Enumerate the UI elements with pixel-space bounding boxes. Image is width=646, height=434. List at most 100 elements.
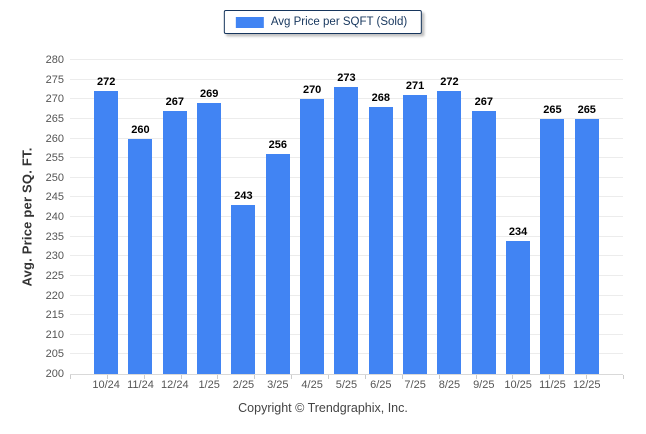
y-tick-label: 200 xyxy=(45,368,64,380)
x-axis-tick xyxy=(70,375,71,379)
y-tick-label: 270 xyxy=(45,93,64,106)
bar-value-label: 256 xyxy=(268,139,287,152)
y-tick-label: 275 xyxy=(45,73,64,86)
bar-cell: 268 xyxy=(364,60,398,374)
bar-value-label: 265 xyxy=(543,103,562,116)
legend-label: Avg Price per SQFT (Sold) xyxy=(270,16,408,28)
x-axis-tick xyxy=(623,375,624,379)
y-tick-label: 245 xyxy=(45,191,64,204)
bar-value-label: 267 xyxy=(474,96,493,109)
y-tick-label: 230 xyxy=(45,250,64,263)
bar xyxy=(128,138,153,374)
bar-value-label: 243 xyxy=(234,190,253,203)
x-tick-label: 5/25 xyxy=(335,379,358,391)
bar-cell: 272 xyxy=(432,60,466,374)
y-axis-title: Avg. Price per SQ. FT. xyxy=(19,147,35,287)
chart-legend: Avg Price per SQFT (Sold) xyxy=(223,10,423,34)
bar-value-label: 272 xyxy=(96,76,116,89)
bar-cell: 267 xyxy=(467,60,501,374)
x-axis-tick xyxy=(475,375,477,379)
bar-value-label: 265 xyxy=(577,103,596,116)
bar-value-label: 268 xyxy=(371,92,390,105)
x-tick-label: 4/25 xyxy=(301,379,323,391)
x-tick-label: 8/25 xyxy=(438,379,461,391)
bar-value-label: 273 xyxy=(337,72,356,85)
bar xyxy=(471,111,496,374)
x-tick-label: 10/25 xyxy=(504,379,532,391)
y-axis-ticks: 200 205 210 215 220 225 230 235 240 245 250 255 260 2… xyxy=(34,54,64,380)
bar xyxy=(300,99,325,374)
y-tick-label: 240 xyxy=(45,211,64,223)
bar-cell: 272 xyxy=(89,60,123,374)
x-tick-label: 11/25 xyxy=(539,379,566,391)
x-axis-tick xyxy=(254,375,256,379)
copyright-footer: Copyright © Trendgraphix, Inc. xyxy=(238,401,408,415)
x-axis-tick xyxy=(549,375,551,379)
x-tick-label: 1/25 xyxy=(198,379,220,391)
bar xyxy=(94,91,119,374)
y-tick-label: 205 xyxy=(45,348,64,361)
x-tick-label: 12/24 xyxy=(161,379,189,391)
y-tick-label: 220 xyxy=(45,289,64,302)
x-axis-tick xyxy=(586,375,588,379)
x-axis-tick xyxy=(217,375,219,379)
bar-cell: 273 xyxy=(329,60,363,374)
bar xyxy=(265,154,290,374)
bar xyxy=(540,118,565,374)
bar-value-label: 260 xyxy=(131,123,150,136)
bar xyxy=(162,111,187,374)
bar xyxy=(231,205,256,374)
y-tick-label: 280 xyxy=(45,54,64,66)
x-tick-label: 11/24 xyxy=(127,379,154,391)
bar-cell: 243 xyxy=(226,60,260,374)
y-tick-label: 265 xyxy=(45,112,64,125)
x-tick-label: 9/25 xyxy=(473,379,495,391)
gridline xyxy=(70,59,623,60)
bar-cell: 270 xyxy=(295,60,329,374)
x-tick-label: 12/25 xyxy=(572,379,601,391)
gridline xyxy=(70,78,623,80)
bar-value-label: 267 xyxy=(165,96,184,109)
bar-value-label: 272 xyxy=(440,76,459,89)
bar xyxy=(334,87,359,374)
bar-cell: 234 xyxy=(501,60,535,374)
bar-cell: 265 xyxy=(570,60,604,374)
x-axis-labels: 10/24 11/24 12/24 1/25 2/25 3/25 4/25 5/25 6/25 7… xyxy=(70,379,623,391)
x-axis-tick xyxy=(106,375,108,379)
bar-cell: 269 xyxy=(192,60,226,374)
x-axis-tick xyxy=(180,375,182,379)
bar-cell: 256 xyxy=(261,60,295,374)
bar-value-label: 270 xyxy=(302,84,322,97)
bar-cell: 265 xyxy=(535,60,569,374)
plot-area: 272 260 267 269 243 256 270 273 268 271 272 267 234 2… xyxy=(70,59,624,379)
bars-row: 272 260 267 269 243 256 270 273 268 271 272 267 234 2… xyxy=(70,60,623,374)
x-axis-tick xyxy=(364,375,366,379)
x-axis-tick xyxy=(143,375,145,379)
bar-cell: 267 xyxy=(158,60,192,374)
bar xyxy=(574,118,599,374)
y-tick-label: 225 xyxy=(45,269,64,282)
bar xyxy=(368,107,393,374)
y-tick-label: 260 xyxy=(45,132,64,145)
bar-value-label: 271 xyxy=(405,80,425,93)
y-tick-label: 235 xyxy=(45,230,64,243)
bar-value-label: 269 xyxy=(199,88,219,101)
legend-color-swatch-icon xyxy=(235,16,264,28)
bar xyxy=(197,103,222,374)
x-axis-tick xyxy=(512,375,514,379)
bar-value-label: 234 xyxy=(508,225,528,238)
y-tick-label: 215 xyxy=(45,309,64,322)
x-tick-label: 7/25 xyxy=(404,379,426,391)
x-tick-label: 6/25 xyxy=(370,379,392,391)
x-axis-tick xyxy=(401,375,403,379)
bar xyxy=(437,91,462,374)
y-tick-label: 250 xyxy=(45,171,64,184)
y-tick-label: 210 xyxy=(45,328,64,341)
bar-cell: 260 xyxy=(123,60,157,374)
bar xyxy=(403,95,428,374)
x-axis-tick xyxy=(328,375,330,379)
x-axis-tick xyxy=(291,375,293,379)
bar xyxy=(506,240,531,374)
x-tick-label: 10/24 xyxy=(92,379,120,391)
